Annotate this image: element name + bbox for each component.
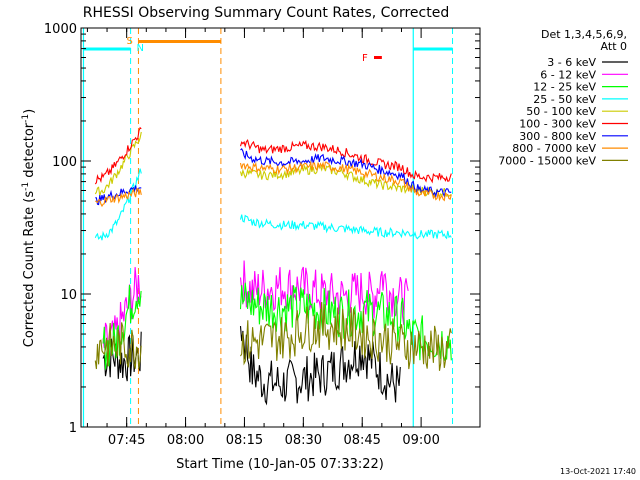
night-flag-bar [83,47,131,51]
y-axis-label: Corrected Count Rate (s-1 detector-1) [21,109,37,347]
legend-entry-label: 100 - 300 keV [519,118,596,131]
legend-header: Det 1,3,4,5,6,9, [541,28,627,41]
y-tick-label: 1000 [44,22,77,37]
x-tick-label: 08:00 [167,433,204,448]
legend-entry-label: 6 - 12 keV [540,68,596,81]
x-tick-label: 08:45 [343,433,380,448]
legend-entry-label: 3 - 6 keV [547,56,596,69]
night-flag-label: N [136,43,143,54]
y-tick-label: 100 [52,155,77,170]
axes-layer: 1 10 100 1000 07:45 08:00 08:15 08:30 08:45 09:00 [44,22,480,448]
legend-entry-label: 50 - 100 keV [526,105,596,118]
y-label-superscript: -1 [21,114,31,123]
plot-frame [80,27,481,428]
series-line-7 [95,160,452,208]
night-flag-bar [413,47,453,51]
flare-flag-mark [374,56,382,59]
chart-title: RHESSI Observing Summary Count Rates, Co… [83,5,449,21]
saa-flag-bar [138,40,221,43]
series-line-1 [102,260,409,349]
x-tick-label: 08:15 [226,433,263,448]
flare-flag-label: F [362,53,368,64]
series-line-5 [94,126,452,185]
y-label-superscript: -1 [21,182,31,191]
y-label-part: ) [22,109,37,114]
legend-header: Att 0 [601,40,627,53]
footer-date: 13-Oct-2021 17:40 [560,467,636,476]
y-label-part: detector [22,122,37,182]
legend-entry-label: 25 - 50 keV [533,93,596,106]
y-label-part: Corrected Count Rate (s [22,191,37,348]
legend-entry-label: 7000 - 15000 keV [498,154,596,167]
saa-flag-label: S [126,36,132,47]
y-tick-label: 1 [69,421,77,436]
series-layer [94,126,452,406]
y-tick-label: 10 [60,288,77,303]
x-tick-label: 09:00 [402,433,439,448]
series-line-8 [94,301,452,371]
series-line-3 [94,168,452,241]
legend-entry-label: 12 - 25 keV [533,81,596,94]
x-tick-label: 07:45 [108,433,145,448]
x-axis-label: Start Time (10-Jan-05 07:33:22) [176,457,384,472]
legend-entry-label: 800 - 7000 keV [512,142,596,155]
x-tick-label: 08:30 [285,433,322,448]
legend-entry-label: 300 - 800 keV [519,130,596,143]
